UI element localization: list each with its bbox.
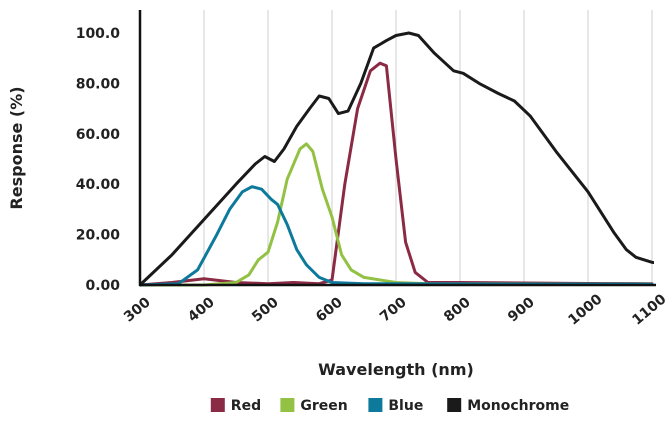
grid-lines	[203, 10, 653, 285]
x-tick-label: 300	[121, 294, 154, 325]
y-tick-label: 100.0	[76, 26, 121, 42]
x-tick-label: 400	[185, 294, 218, 325]
x-tick-label: 1100	[629, 291, 668, 328]
legend-swatch	[210, 398, 225, 412]
legend-label: Monochrome	[467, 398, 569, 414]
y-tick-label: 80.00	[76, 76, 121, 92]
legend-label: Red	[231, 398, 261, 414]
legend-swatch	[447, 398, 462, 412]
series-line-green	[140, 142, 654, 287]
x-axis-title: Wavelength (nm)	[318, 360, 474, 379]
x-tick-label: 500	[249, 294, 282, 325]
legend-item-green: Green	[280, 398, 348, 414]
y-tick-label: 0.00	[85, 278, 120, 294]
y-tick-label: 60.00	[76, 127, 121, 143]
y-axis-title: Response (%)	[7, 86, 26, 209]
legend-item-monochrome: Monochrome	[447, 398, 569, 414]
legend-label: Green	[300, 398, 347, 414]
y-tick-label: 20.00	[76, 228, 121, 244]
legend-swatch	[368, 398, 383, 412]
axes	[138, 10, 656, 287]
series-lines	[140, 31, 654, 287]
x-tick-label: 900	[505, 294, 538, 325]
legend-swatch	[280, 398, 295, 412]
x-tick-label: 1000	[565, 291, 605, 328]
legend-item-red: Red	[210, 398, 261, 414]
series-line-monochrome	[140, 31, 654, 287]
x-tick-label: 600	[313, 294, 346, 325]
x-tick-label: 700	[377, 294, 410, 325]
legend-item-blue: Blue	[368, 398, 423, 414]
legend-label: Blue	[388, 398, 423, 414]
series-line-blue	[140, 185, 654, 287]
y-tick-label: 40.00	[76, 177, 121, 193]
x-tick-label: 800	[441, 294, 474, 325]
legend: Red Green Blue Monochrome	[210, 398, 569, 414]
